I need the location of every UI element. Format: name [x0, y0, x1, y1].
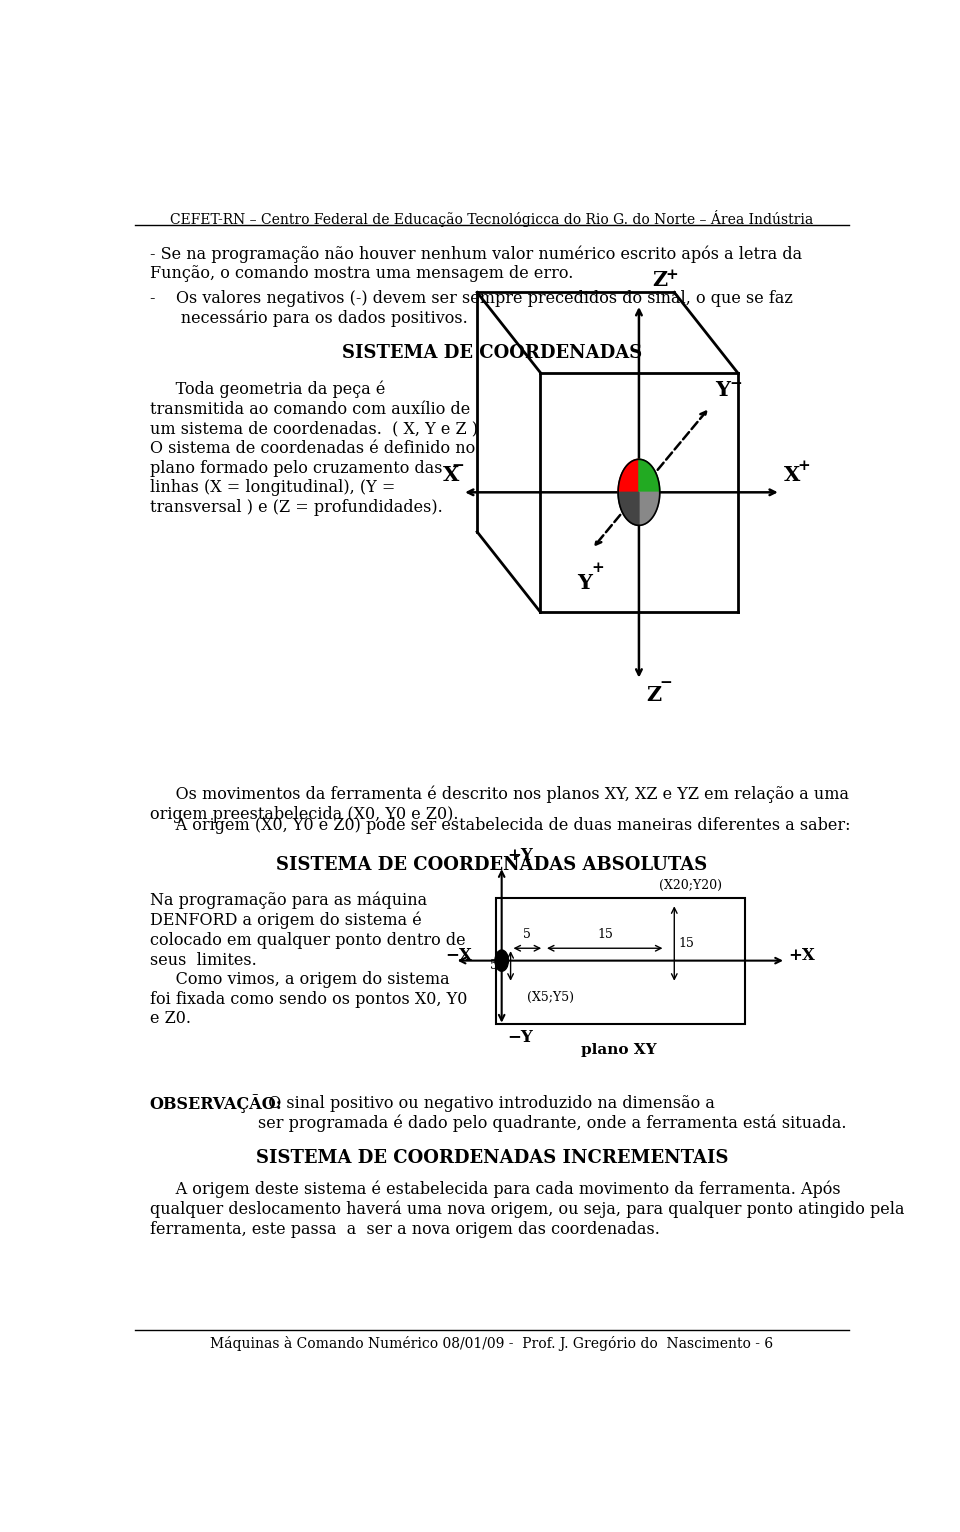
Text: (X20;Y20): (X20;Y20): [660, 879, 722, 892]
Text: +X: +X: [788, 947, 815, 965]
Text: SISTEMA DE COORDENADAS: SISTEMA DE COORDENADAS: [342, 345, 642, 362]
Text: Z: Z: [646, 685, 661, 705]
Text: A origem (X0, Y0 e Z0) pode ser estabelecida de duas maneiras diferentes a saber: A origem (X0, Y0 e Z0) pode ser estabele…: [150, 817, 851, 835]
Text: OBSERVAÇÃO:: OBSERVAÇÃO:: [150, 1094, 282, 1114]
Text: 5: 5: [523, 928, 531, 941]
Text: Os movimentos da ferramenta é descrito nos planos XY, XZ e YZ em relação a uma
o: Os movimentos da ferramenta é descrito n…: [150, 786, 849, 823]
Polygon shape: [618, 460, 639, 492]
Text: Toda geometria da peça é
transmitida ao comando com auxílio de
um sistema de coo: Toda geometria da peça é transmitida ao …: [150, 381, 478, 516]
Text: Na programação para as máquina
DENFORD a origem do sistema é
colocado em qualque: Na programação para as máquina DENFORD a…: [150, 892, 468, 1028]
Text: O sinal positivo ou negativo introduzido na dimensão a
ser programada é dado pel: O sinal positivo ou negativo introduzido…: [257, 1094, 846, 1132]
Text: −: −: [660, 676, 673, 689]
Text: SISTEMA DE COORDENADAS INCREMENTAIS: SISTEMA DE COORDENADAS INCREMENTAIS: [255, 1149, 729, 1167]
Text: X: X: [443, 466, 459, 486]
Polygon shape: [639, 492, 660, 525]
Text: −X: −X: [445, 947, 472, 965]
Polygon shape: [639, 460, 660, 492]
Text: Y: Y: [577, 573, 592, 593]
Text: Máquinas à Comando Numérico 08/01/09 -  Prof. J. Gregório do  Nascimento - 6: Máquinas à Comando Numérico 08/01/09 - P…: [210, 1336, 774, 1351]
Polygon shape: [495, 898, 745, 1023]
Text: A origem deste sistema é estabelecida para cada movimento da ferramenta. Após
qu: A origem deste sistema é estabelecida pa…: [150, 1181, 904, 1238]
Text: +: +: [665, 268, 679, 282]
Text: Y: Y: [715, 380, 731, 400]
Text: −: −: [451, 460, 464, 473]
Text: plano XY: plano XY: [581, 1043, 657, 1057]
Text: SISTEMA DE COORDENADAS ABSOLUTAS: SISTEMA DE COORDENADAS ABSOLUTAS: [276, 856, 708, 875]
Text: −Y: −Y: [508, 1030, 534, 1046]
Text: 5: 5: [490, 959, 498, 973]
Text: +Y: +Y: [508, 847, 534, 864]
Text: -    Os valores negativos (-) devem ser sempre precedidos do sinal, o que se faz: - Os valores negativos (-) devem ser sem…: [150, 290, 793, 328]
Text: Z: Z: [653, 270, 667, 290]
Text: CEFET-RN – Centro Federal de Educação Tecnológicca do Rio G. do Norte – Área Ind: CEFET-RN – Centro Federal de Educação Te…: [170, 210, 814, 227]
Text: −: −: [729, 377, 742, 391]
Text: 15: 15: [597, 928, 613, 941]
Text: (X5;Y5): (X5;Y5): [527, 991, 574, 1003]
Text: +: +: [591, 561, 604, 574]
Text: X: X: [783, 466, 800, 486]
Circle shape: [495, 950, 509, 971]
Text: - Se na programação não houver nenhum valor numérico escrito após a letra da
Fun: - Se na programação não houver nenhum va…: [150, 245, 802, 282]
Text: 15: 15: [678, 938, 694, 950]
Text: +: +: [797, 460, 810, 473]
Polygon shape: [618, 492, 639, 525]
